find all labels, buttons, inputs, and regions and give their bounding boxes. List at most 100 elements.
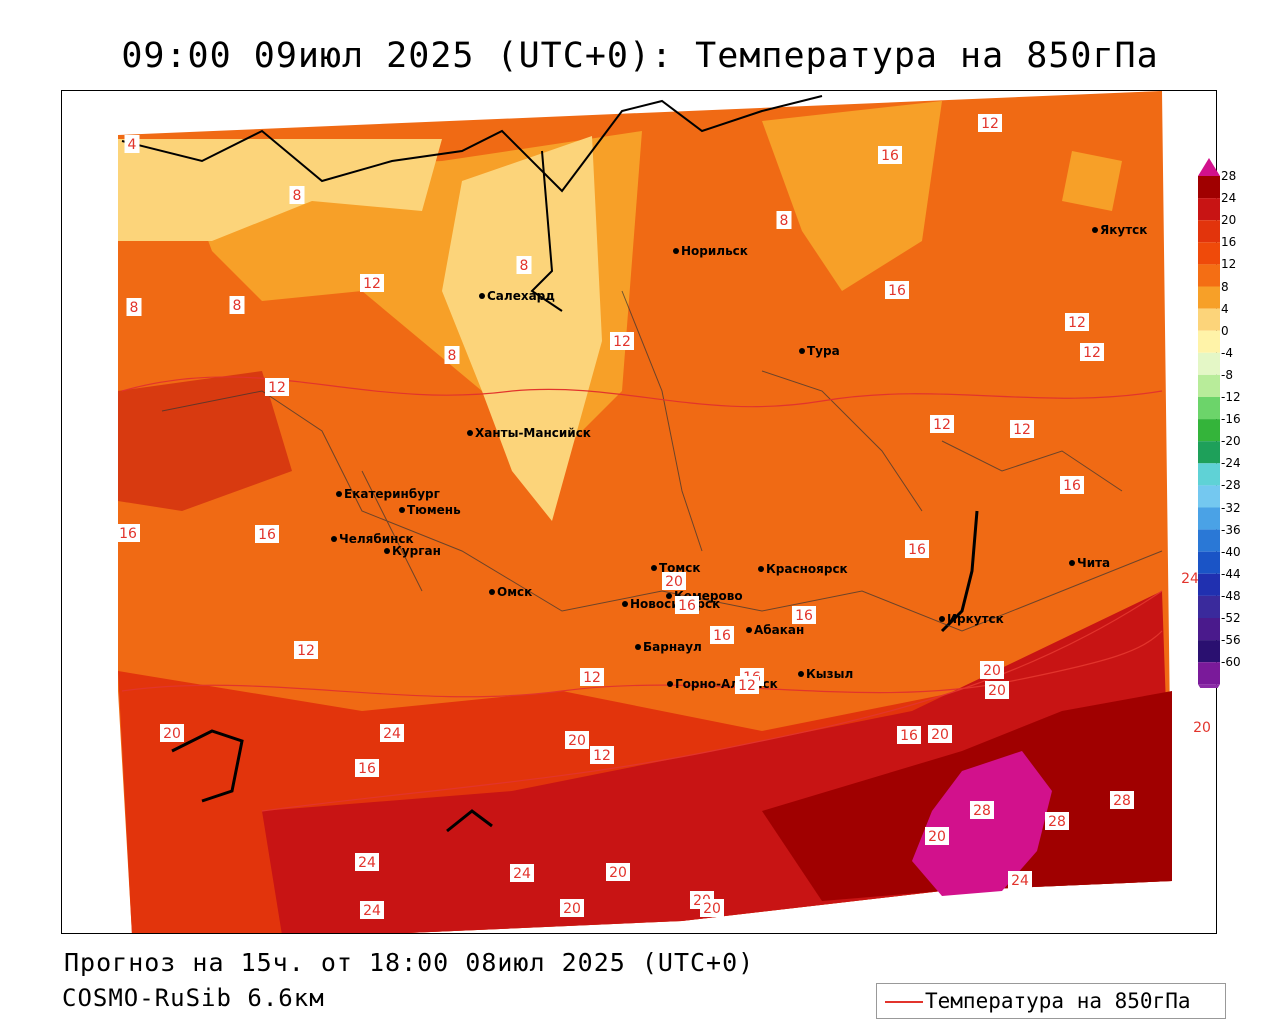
isoline-label-bg <box>710 626 734 644</box>
isoline-label-bg <box>160 724 184 742</box>
city-label: Омск <box>497 585 532 599</box>
isoline-label-bg <box>610 332 634 350</box>
isoline-label-bg <box>126 298 142 316</box>
isoline-label: 12 <box>613 334 631 350</box>
colorbar-cell <box>1198 308 1220 331</box>
isoline-label: 8 <box>520 258 529 274</box>
isoline-label: 28 <box>1113 793 1131 809</box>
model-name: COSMO-RuSib 6.6км <box>62 984 325 1012</box>
colorbar-cell <box>1198 374 1220 397</box>
city-label: Тура <box>807 344 840 358</box>
city-marker <box>667 681 673 687</box>
colorbar-tick-label: 28 <box>1221 169 1237 183</box>
isoline-label-bg <box>1178 569 1202 587</box>
isoline-label: 12 <box>593 748 611 764</box>
isoline-label: 16 <box>795 608 813 624</box>
isoline-label: 12 <box>297 643 315 659</box>
isoline-label-bg <box>1080 343 1104 361</box>
isoline-label-bg <box>1045 812 1069 830</box>
city-label: Абакан <box>754 623 804 637</box>
isoline-label-bg <box>925 827 949 845</box>
isoline-label: 12 <box>363 276 381 292</box>
city-marker <box>746 627 752 633</box>
isoline-label-bg <box>444 346 460 364</box>
city-marker <box>939 616 945 622</box>
colorbar-cell <box>1198 529 1220 552</box>
colorbar-tick-label: -56 <box>1221 633 1241 648</box>
isoline-label-bg <box>294 641 318 659</box>
colorbar-cell <box>1198 551 1220 574</box>
colorbar-tick-label: 4 <box>1221 301 1229 316</box>
isoline-label-bg <box>1065 313 1089 331</box>
city-label: Салехард <box>487 289 555 303</box>
city-label: Кызыл <box>806 667 853 681</box>
legend: Температура на 850гПа <box>876 983 1226 1019</box>
city-marker <box>489 589 495 595</box>
colorbar-cell <box>1198 220 1220 243</box>
isoline-label-bg <box>255 525 279 543</box>
colorbar-tick-label: -20 <box>1221 434 1241 449</box>
city-marker <box>798 671 804 677</box>
city-marker <box>622 601 628 607</box>
city-marker <box>384 548 390 554</box>
isoline-label: 20 <box>988 683 1006 699</box>
isoline-label: 24 <box>358 855 376 871</box>
colorbar-cell <box>1198 242 1220 265</box>
colorbar-tick-label: -52 <box>1221 611 1241 625</box>
isoline-label: 16 <box>358 761 376 777</box>
isoline-label-bg <box>735 676 759 694</box>
isoline-label: 16 <box>1063 478 1081 494</box>
isoline-label-bg <box>1060 476 1084 494</box>
city-label: Чита <box>1077 556 1110 570</box>
colorbar-cell <box>1198 618 1220 641</box>
colorbar-cell <box>1198 286 1220 309</box>
colorbar-tick-label: -48 <box>1221 588 1241 603</box>
colorbar-tick-label: 8 <box>1221 279 1229 294</box>
city-label: Норильск <box>681 244 748 258</box>
city-label: Тюмень <box>407 503 461 517</box>
colorbar-cell <box>1198 397 1220 420</box>
city-marker <box>635 644 641 650</box>
isoline-label: 24 <box>363 903 381 919</box>
city-marker <box>666 593 672 599</box>
isoline-label-bg <box>897 726 921 744</box>
isoline-label: 20 <box>163 726 181 742</box>
isoline-label-bg <box>510 864 534 882</box>
isoline-label: 16 <box>888 283 906 299</box>
isoline-label-bg <box>590 746 614 764</box>
isoline-label-layer: 4 8 8 8 8 16 12 12 8 16 12 8 12 12 12 12 12 16 16 16 12 16 16 1… <box>116 114 1214 919</box>
isoline-label: 8 <box>233 298 242 314</box>
isoline-label: 16 <box>678 598 696 614</box>
isoline-label: 12 <box>1013 422 1031 438</box>
isoline-label-bg <box>928 725 952 743</box>
isoline-label: 24 <box>1181 571 1199 587</box>
city-marker <box>399 507 405 513</box>
isoline-label-bg <box>878 146 902 164</box>
isoline-label: 12 <box>583 670 601 686</box>
isoline-label-bg <box>565 731 589 749</box>
isoline-label: 4 <box>128 137 137 153</box>
colorbar-tick-label: -32 <box>1221 500 1241 515</box>
colorbar-cell <box>1198 352 1220 375</box>
isoline-label-bg <box>606 863 630 881</box>
isoline-label-bg <box>978 114 1002 132</box>
city-marker <box>758 566 764 572</box>
colorbar-tick-label: -12 <box>1221 390 1241 404</box>
isoline-label: 20 <box>931 727 949 743</box>
colorbar-tick-label: 16 <box>1221 235 1237 250</box>
colorbar-cell <box>1198 573 1220 596</box>
isoline-label-bg <box>675 596 699 614</box>
isoline-label: 20 <box>568 733 586 749</box>
colorbar-tick-label: -36 <box>1221 522 1241 537</box>
city-marker <box>467 430 473 436</box>
city-label: Ханты-Мансийск <box>475 426 591 440</box>
isoline-label-bg <box>1008 871 1032 889</box>
city-marker <box>479 293 485 299</box>
isoline-label: 16 <box>881 148 899 164</box>
isoline-label: 8 <box>780 213 789 229</box>
isoline-label-bg <box>516 256 532 274</box>
colorbar-cell <box>1198 176 1220 199</box>
isoline-label-bg <box>1010 420 1034 438</box>
legend-line-swatch <box>885 1001 923 1003</box>
map-panel[interactable]: Норильск Якутск Салехард Тура Ханты-Мансийск… <box>61 90 1217 934</box>
